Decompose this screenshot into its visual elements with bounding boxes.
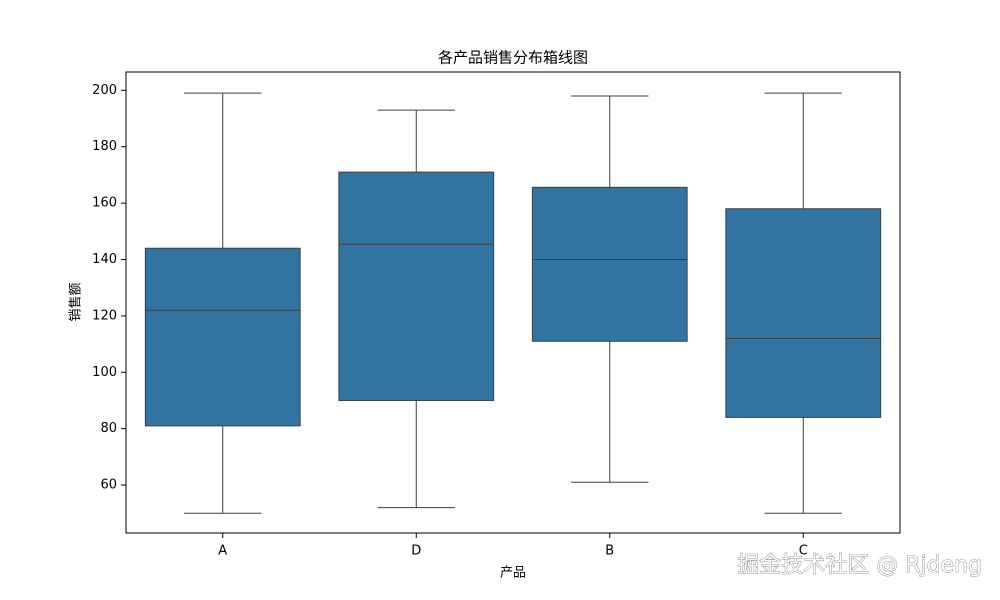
y-tick-label: 120 — [92, 308, 117, 323]
box — [338, 171, 495, 401]
y-tick-label: 100 — [92, 365, 117, 380]
box — [725, 208, 882, 418]
box — [531, 186, 688, 342]
x-tick-label: C — [799, 544, 808, 559]
y-tick-label: 140 — [92, 252, 117, 267]
axes-frame — [125, 71, 901, 534]
y-tick-label: 160 — [92, 196, 117, 211]
y-tick-label: 80 — [100, 421, 117, 436]
x-tick-label: D — [411, 544, 421, 559]
chart-title: 各产品销售分布箱线图 — [438, 49, 588, 67]
y-tick-label: 180 — [92, 139, 117, 154]
plot-area: 60 80 100 120 140 160 180 200 A D B C — [92, 83, 882, 559]
y-tick-label: 200 — [92, 83, 117, 98]
x-tick-label: A — [218, 544, 227, 559]
box — [144, 247, 301, 427]
y-tick-label: 60 — [100, 478, 117, 493]
x-axis-label: 产品 — [500, 566, 526, 581]
watermark: 掘金技术社区 @ Rjdeng — [737, 553, 982, 578]
x-tick-label: B — [605, 544, 614, 559]
y-axis-label: 销售额 — [68, 282, 84, 321]
